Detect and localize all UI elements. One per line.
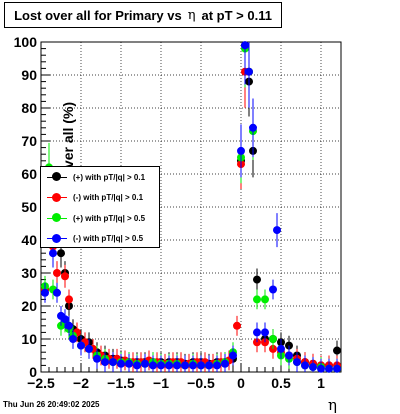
chart-title-prefix: Lost over all for Primary vs xyxy=(14,7,182,23)
data-point-4 xyxy=(65,321,73,330)
timestamp: Thu Jun 26 20:49:02 2025 xyxy=(3,400,100,409)
legend-entry-3: (+) with pT/|q| > 0.5 xyxy=(41,208,159,229)
data-point-4 xyxy=(69,335,77,343)
data-point-4 xyxy=(269,285,277,294)
data-point-4 xyxy=(309,363,317,372)
data-point-4 xyxy=(41,288,49,297)
data-point-3 xyxy=(269,335,277,343)
data-point-1 xyxy=(57,249,65,258)
data-point-4 xyxy=(325,364,333,373)
data-point-4 xyxy=(237,146,245,155)
legend-marker xyxy=(47,233,67,244)
data-point-4 xyxy=(181,361,189,370)
x-tick-label: 0 xyxy=(237,375,245,391)
legend-entry-2: (-) with pT/|q| > 0.1 xyxy=(41,188,159,209)
data-point-3 xyxy=(261,295,269,304)
y-tick-label: 20 xyxy=(21,298,37,314)
legend-entry-4: (-) with pT/|q| > 0.5 xyxy=(41,229,159,250)
data-point-4 xyxy=(117,359,125,368)
data-point-4 xyxy=(101,358,109,367)
legend-marker xyxy=(47,172,67,182)
chart-title-symbol: η xyxy=(187,7,196,23)
data-point-4 xyxy=(221,359,229,368)
data-point-4 xyxy=(165,361,173,370)
legend-marker xyxy=(47,192,67,203)
data-point-4 xyxy=(277,344,285,353)
data-point-4 xyxy=(213,361,221,370)
data-point-4 xyxy=(49,249,57,258)
y-tick-label: 50 xyxy=(21,199,37,215)
y-tick-label: 60 xyxy=(21,166,37,182)
data-point-4 xyxy=(77,341,85,350)
y-tick-label: 90 xyxy=(21,67,37,83)
y-tick-label: 0 xyxy=(29,364,37,380)
legend-marker-dot xyxy=(52,213,61,223)
data-point-4 xyxy=(273,226,281,235)
x-tick-label: 0.5 xyxy=(271,375,291,391)
data-point-1 xyxy=(333,346,341,355)
data-point-4 xyxy=(85,344,93,353)
data-point-4 xyxy=(53,288,61,297)
x-axis-label: η xyxy=(328,396,337,414)
data-point-4 xyxy=(173,361,181,370)
data-point-1 xyxy=(253,275,261,284)
y-tick-label: 10 xyxy=(21,331,37,347)
data-point-2 xyxy=(233,321,241,330)
legend-label: (+) with pT/|q| > 0.5 xyxy=(73,213,146,223)
data-point-4 xyxy=(61,315,69,324)
y-axis: 0 10 20 30 40 50 60 70 80 90 100 xyxy=(14,34,50,380)
data-point-2 xyxy=(65,295,73,304)
legend-marker xyxy=(47,213,67,223)
data-point-4 xyxy=(109,358,117,367)
data-point-4 xyxy=(205,361,213,370)
data-point-4 xyxy=(293,358,301,367)
y-tick-label: 80 xyxy=(21,100,37,116)
legend-entry-1: (+) with pT/|q| > 0.1 xyxy=(41,167,159,188)
data-point-4 xyxy=(93,354,101,363)
data-marks xyxy=(41,41,341,373)
x-axis: −2.5 −2 −1.5 −1 −0.5 0 0.5 1 xyxy=(27,363,338,391)
x-tick-label: −2 xyxy=(73,375,89,391)
data-point-4 xyxy=(229,351,237,360)
data-point-4 xyxy=(317,364,325,373)
x-tick-label: −0.5 xyxy=(187,375,215,391)
data-point-4 xyxy=(301,361,309,370)
data-point-4 xyxy=(285,351,293,360)
data-point-4 xyxy=(241,41,249,50)
data-point-4 xyxy=(141,359,149,368)
data-point-4 xyxy=(245,67,253,76)
x-tick-label: −1 xyxy=(153,375,169,391)
x-tick-label: 1 xyxy=(317,375,325,391)
chart-title: Lost over all for Primary vs η at pT > 0… xyxy=(4,2,282,28)
legend-marker-dot xyxy=(52,172,61,182)
legend-label: (-) with pT/|q| > 0.1 xyxy=(73,193,144,203)
data-point-4 xyxy=(249,123,257,132)
data-point-2 xyxy=(53,269,61,277)
data-point-4 xyxy=(253,328,261,337)
y-tick-label: 100 xyxy=(14,34,38,50)
y-tick-label: 40 xyxy=(21,232,37,248)
chart-title-suffix: at pT > 0.11 xyxy=(201,7,272,23)
data-point-4 xyxy=(157,361,165,370)
data-point-3 xyxy=(253,295,261,304)
data-point-4 xyxy=(149,361,157,370)
data-point-4 xyxy=(333,364,341,373)
legend: (+) with pT/|q| > 0.1 (-) with pT/|q| > 0… xyxy=(40,166,160,248)
legend-label: (+) with pT/|q| > 0.1 xyxy=(73,172,146,182)
x-tick-label: −1.5 xyxy=(107,375,135,391)
data-point-4 xyxy=(261,328,269,337)
legend-marker-dot xyxy=(52,192,61,202)
grid-lines xyxy=(41,42,341,372)
data-point-4 xyxy=(125,359,133,368)
data-point-4 xyxy=(133,361,141,370)
data-point-4 xyxy=(189,361,197,370)
legend-label: (-) with pT/|q| > 0.5 xyxy=(73,234,144,244)
x-tick-label: −2.5 xyxy=(27,375,55,391)
legend-marker-dot xyxy=(52,233,61,243)
data-point-4 xyxy=(197,361,205,370)
data-point-2 xyxy=(61,272,69,281)
y-tick-label: 70 xyxy=(21,133,37,149)
y-tick-label: 30 xyxy=(21,265,37,281)
